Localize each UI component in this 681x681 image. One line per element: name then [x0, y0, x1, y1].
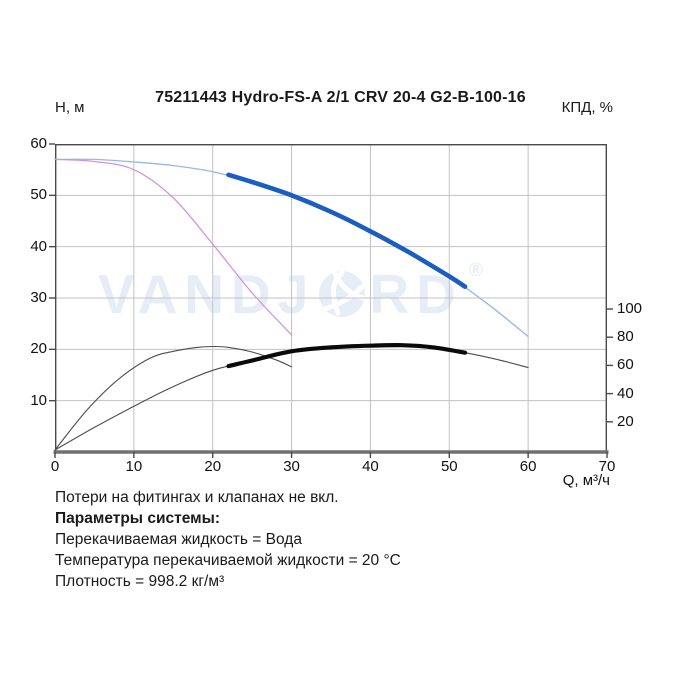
- y-right-tick-60: 60: [617, 356, 634, 374]
- x-tick-40: 40: [362, 458, 379, 475]
- page-title: 75211443 Hydro-FS-A 2/1 CRV 20-4 G2-B-10…: [155, 89, 526, 106]
- pump-curve-1pump-curve: [54, 158, 293, 336]
- x-tick-70: 70: [598, 458, 616, 475]
- efficiency-axis-title: КПД, %: [561, 99, 613, 116]
- efficiency-1pump-curve: [54, 345, 293, 451]
- efficiency-duty-range-curve: [226, 343, 468, 369]
- x-tick-30: 30: [283, 458, 300, 475]
- x-tick-50: 50: [440, 458, 458, 475]
- y-left-tick-20: 20: [30, 340, 47, 358]
- system-parameters: Потери на фитингах и клапанах не вкл. Па…: [55, 487, 401, 592]
- plot-area: [49, 143, 613, 458]
- x-axis-label: Q, м³/ч: [562, 472, 610, 489]
- y-left-tick-10: 10: [30, 391, 47, 409]
- watermark: VANDJ RD ®: [98, 260, 483, 326]
- y-left-tick-60: 60: [30, 135, 47, 152]
- params-heading: Параметры системы:: [55, 510, 220, 527]
- losses-note: Потери на фитингах и клапанах не вкл.: [55, 489, 339, 506]
- param-fluid: Перекачиваемая жидкость = Вода: [55, 531, 302, 548]
- pump-duty-range-curve: [226, 172, 468, 289]
- x-tick-0: 0: [50, 458, 60, 475]
- y-right-tick-80: 80: [617, 328, 634, 346]
- y-left-tick-40: 40: [30, 237, 47, 255]
- x-tick-10: 10: [125, 458, 143, 475]
- y-right-tick-20: 20: [617, 412, 634, 430]
- y-right-tick-100: 100: [617, 300, 643, 317]
- head-axis-title: Н, м: [55, 99, 85, 116]
- watermark-text-left: VANDJ: [98, 263, 316, 325]
- x-tick-20: 20: [204, 458, 222, 475]
- param-temperature: Температура перекачиваемой жидкости = 20…: [55, 552, 401, 569]
- x-tick-60: 60: [519, 458, 537, 475]
- y-left-tick-30: 30: [30, 289, 47, 306]
- param-density: Плотность = 998.2 кг/м³: [55, 573, 225, 590]
- y-right-tick-40: 40: [617, 384, 634, 402]
- impeller-icon: [319, 270, 366, 317]
- registered-trademark-icon: ®: [468, 260, 483, 281]
- y-left-tick-50: 50: [30, 186, 47, 204]
